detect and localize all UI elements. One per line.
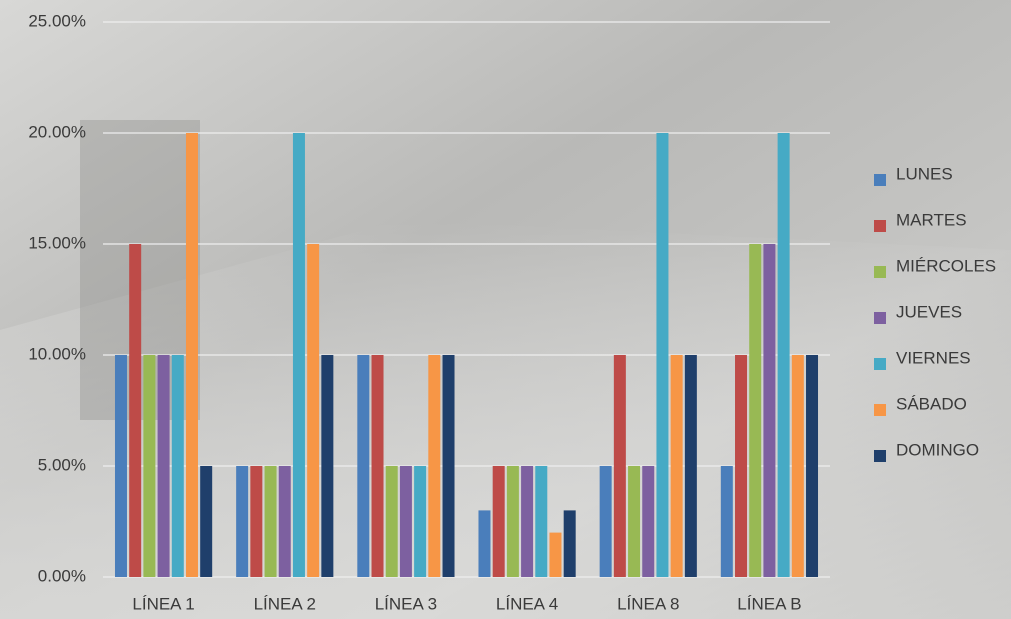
- bar: [399, 466, 412, 577]
- bar: [535, 466, 548, 577]
- bar: [656, 133, 669, 577]
- x-tick-label: LÍNEA B: [737, 594, 801, 613]
- legend-swatch: [874, 404, 886, 416]
- legend-label: MIÉRCOLES: [896, 256, 996, 275]
- bar: [521, 466, 534, 577]
- legend-swatch: [874, 358, 886, 370]
- legend-label: JUEVES: [896, 302, 962, 321]
- bar: [157, 355, 170, 577]
- x-tick-label: LÍNEA 3: [375, 594, 437, 613]
- bar: [763, 244, 776, 577]
- legend-label: VIERNES: [896, 348, 971, 367]
- y-tick-label: 0.00%: [38, 566, 86, 585]
- y-tick-label: 25.00%: [28, 11, 86, 30]
- bar: [549, 532, 562, 577]
- bar: [264, 466, 277, 577]
- bar: [278, 466, 291, 577]
- bar: [292, 133, 305, 577]
- bar: [506, 466, 519, 577]
- bar: [777, 133, 790, 577]
- bar: [684, 355, 697, 577]
- x-tick-label: LÍNEA 8: [617, 594, 679, 613]
- bar: [385, 466, 398, 577]
- bar: [143, 355, 156, 577]
- bar: [563, 510, 576, 577]
- bar: [185, 133, 198, 577]
- legend-swatch: [874, 450, 886, 462]
- legend-label: DOMINGO: [896, 440, 979, 459]
- bar: [806, 355, 819, 577]
- legend-swatch: [874, 220, 886, 232]
- bar: [200, 466, 213, 577]
- bar: [720, 466, 733, 577]
- bar: [599, 466, 612, 577]
- bar: [791, 355, 804, 577]
- bar: [371, 355, 384, 577]
- bar: [414, 466, 427, 577]
- legend-label: LUNES: [896, 164, 953, 183]
- y-tick-label: 15.00%: [28, 233, 86, 252]
- bar: [250, 466, 263, 577]
- x-tick-label: LÍNEA 2: [254, 594, 316, 613]
- bar: [628, 466, 641, 577]
- legend-label: SÁBADO: [896, 394, 967, 413]
- bar: [642, 466, 655, 577]
- bar: [307, 244, 320, 577]
- bar: [236, 466, 249, 577]
- y-tick-label: 10.00%: [28, 344, 86, 363]
- bar: [492, 466, 505, 577]
- legend-swatch: [874, 266, 886, 278]
- bar: [428, 355, 441, 577]
- bar: [735, 355, 748, 577]
- bar: [321, 355, 334, 577]
- bar: [749, 244, 762, 577]
- x-tick-label: LÍNEA 1: [132, 594, 194, 613]
- bar: [114, 355, 127, 577]
- legend-swatch: [874, 174, 886, 186]
- y-tick-label: 20.00%: [28, 122, 86, 141]
- bar: [129, 244, 142, 577]
- bar: [442, 355, 455, 577]
- bar: [478, 510, 491, 577]
- bar: [357, 355, 370, 577]
- x-tick-label: LÍNEA 4: [496, 594, 558, 613]
- bar: [171, 355, 184, 577]
- legend-label: MARTES: [896, 210, 967, 229]
- bar: [670, 355, 683, 577]
- bar: [613, 355, 626, 577]
- y-tick-label: 5.00%: [38, 455, 86, 474]
- legend-swatch: [874, 312, 886, 324]
